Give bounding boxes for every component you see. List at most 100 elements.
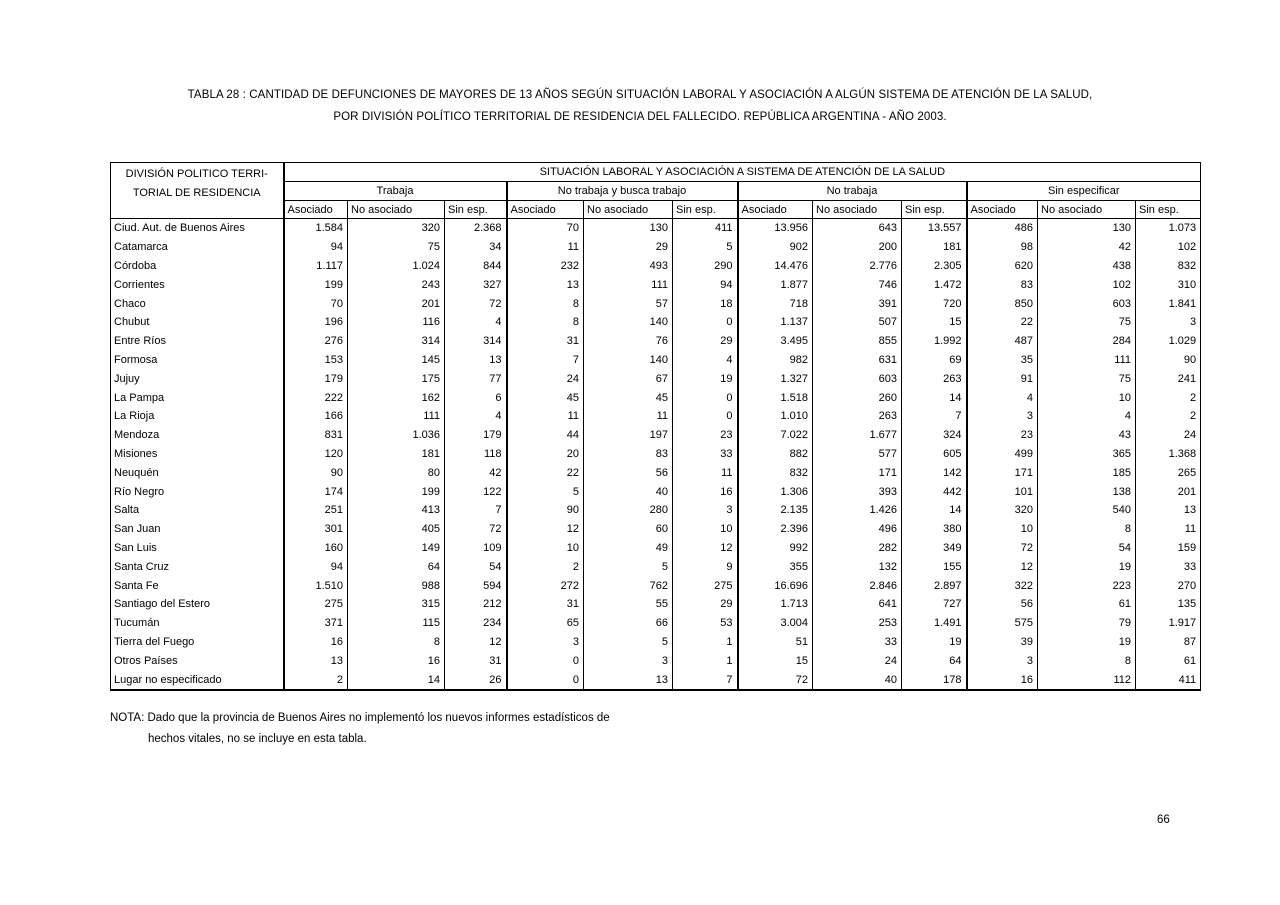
value-cell: 4 <box>444 312 507 332</box>
province-cell: San Luis <box>110 538 285 558</box>
value-cell: 40 <box>812 670 902 690</box>
value-cell: 87 <box>1134 632 1201 652</box>
value-cell: 11 <box>672 463 738 483</box>
value-cell: 4 <box>444 406 507 426</box>
province-cell: Tucumán <box>110 613 285 633</box>
province-cell: Otros Países <box>110 651 285 671</box>
value-cell: 365 <box>1037 444 1136 464</box>
value-cell: 0 <box>672 312 738 332</box>
value-cell: 1.841 <box>1134 294 1201 313</box>
value-cell: 3.004 <box>736 613 813 633</box>
value-cell: 54 <box>1037 538 1136 558</box>
table-row: Chaco 70 201 72 8 57 18 718 391 720 850 603 1.841 <box>110 294 1201 313</box>
value-cell: 314 <box>444 331 507 351</box>
province-cell: Santa Cruz <box>110 557 285 577</box>
value-cell: 109 <box>444 538 507 558</box>
value-cell: 40 <box>583 482 673 501</box>
table-title-line-2: POR DIVISIÓN POLÍTICO TERRITORIAL DE RES… <box>333 111 947 123</box>
table-row: La Rioja 166 111 4 11 11 0 1.010 263 7 3 4 2 <box>110 406 1201 426</box>
value-cell: 493 <box>583 256 673 276</box>
value-cell: 0 <box>505 670 584 690</box>
value-cell: 200 <box>812 237 902 257</box>
value-cell: 91 <box>965 369 1038 389</box>
value-cell: 315 <box>347 594 445 614</box>
value-cell: 34 <box>444 237 507 257</box>
value-cell: 832 <box>1134 256 1201 276</box>
value-cell: 7 <box>672 670 738 690</box>
value-cell: 232 <box>505 256 584 276</box>
value-cell: 280 <box>583 500 673 520</box>
province-cell: Tierra del Fuego <box>110 632 285 652</box>
col-header-asociado-1: Asociado <box>282 200 348 219</box>
value-cell: 12 <box>672 538 738 558</box>
value-cell: 1.117 <box>282 256 348 276</box>
value-cell: 171 <box>812 463 902 483</box>
value-cell: 35 <box>965 350 1038 370</box>
value-cell: 16.696 <box>736 576 813 595</box>
value-cell: 102 <box>1134 237 1201 257</box>
value-cell: 507 <box>812 312 902 332</box>
value-cell: 140 <box>583 312 673 332</box>
value-cell: 31 <box>444 651 507 671</box>
value-cell: 120 <box>282 444 348 464</box>
value-cell: 7 <box>901 406 967 426</box>
table-row: Misiones 120 181 118 20 83 33 882 577 605 499 365 1.… <box>110 444 1201 464</box>
value-cell: 850 <box>965 294 1038 313</box>
col-header-sin-esp-1: Sin esp. <box>444 200 507 219</box>
value-cell: 7.022 <box>736 425 813 445</box>
value-cell: 20 <box>505 444 584 464</box>
value-cell: 31 <box>505 331 584 351</box>
value-cell: 355 <box>736 557 813 577</box>
value-cell: 51 <box>736 632 813 652</box>
value-cell: 314 <box>347 331 445 351</box>
value-cell: 15 <box>736 651 813 671</box>
value-cell: 223 <box>1037 576 1136 595</box>
value-cell: 159 <box>1134 538 1201 558</box>
value-cell: 75 <box>1037 312 1136 332</box>
province-cell: Mendoza <box>110 425 285 445</box>
value-cell: 29 <box>583 237 673 257</box>
value-cell: 98 <box>965 237 1038 257</box>
value-cell: 1.137 <box>736 312 813 332</box>
value-cell: 115 <box>347 613 445 633</box>
value-cell: 39 <box>965 632 1038 652</box>
value-cell: 12 <box>444 632 507 652</box>
value-cell: 222 <box>282 388 348 407</box>
value-cell: 111 <box>1037 350 1136 370</box>
value-cell: 45 <box>583 388 673 407</box>
value-cell: 13 <box>583 670 673 690</box>
value-cell: 380 <box>901 519 967 539</box>
value-cell: 272 <box>505 576 584 595</box>
value-cell: 982 <box>736 350 813 370</box>
value-cell: 11 <box>1134 519 1201 539</box>
value-cell: 7 <box>444 500 507 520</box>
value-cell: 160 <box>282 538 348 558</box>
value-cell: 3 <box>965 651 1038 671</box>
value-cell: 140 <box>583 350 673 370</box>
table-row: Salta 251 413 7 90 280 3 2.135 1.426 14 320 540 13 <box>110 500 1201 520</box>
value-cell: 1.584 <box>282 218 348 238</box>
value-cell: 320 <box>347 218 445 238</box>
row-header-title: DIVISIÓN POLITICO TERRI- TORIAL DE RESID… <box>110 162 285 219</box>
value-cell: 111 <box>347 406 445 426</box>
value-cell: 393 <box>812 482 902 501</box>
group-header-sin-especificar: Sin especificar <box>965 181 1202 201</box>
value-cell: 241 <box>1134 369 1201 389</box>
value-cell: 260 <box>812 388 902 407</box>
province-cell: Chubut <box>110 312 285 332</box>
province-cell: Entre Ríos <box>110 331 285 351</box>
value-cell: 720 <box>901 294 967 313</box>
value-cell: 94 <box>282 557 348 577</box>
table-row: Tierra del Fuego 16 8 12 3 5 1 51 33 19 39 19 87 <box>110 632 1201 652</box>
value-cell: 405 <box>347 519 445 539</box>
value-cell: 10 <box>965 519 1038 539</box>
value-cell: 64 <box>901 651 967 671</box>
value-cell: 23 <box>672 425 738 445</box>
value-cell: 33 <box>672 444 738 464</box>
header-row-span: DIVISIÓN POLITICO TERRI- TORIAL DE RESID… <box>110 162 1202 219</box>
value-cell: 12 <box>965 557 1038 577</box>
value-cell: 80 <box>347 463 445 483</box>
value-cell: 112 <box>1037 670 1136 690</box>
value-cell: 64 <box>347 557 445 577</box>
value-cell: 13 <box>444 350 507 370</box>
